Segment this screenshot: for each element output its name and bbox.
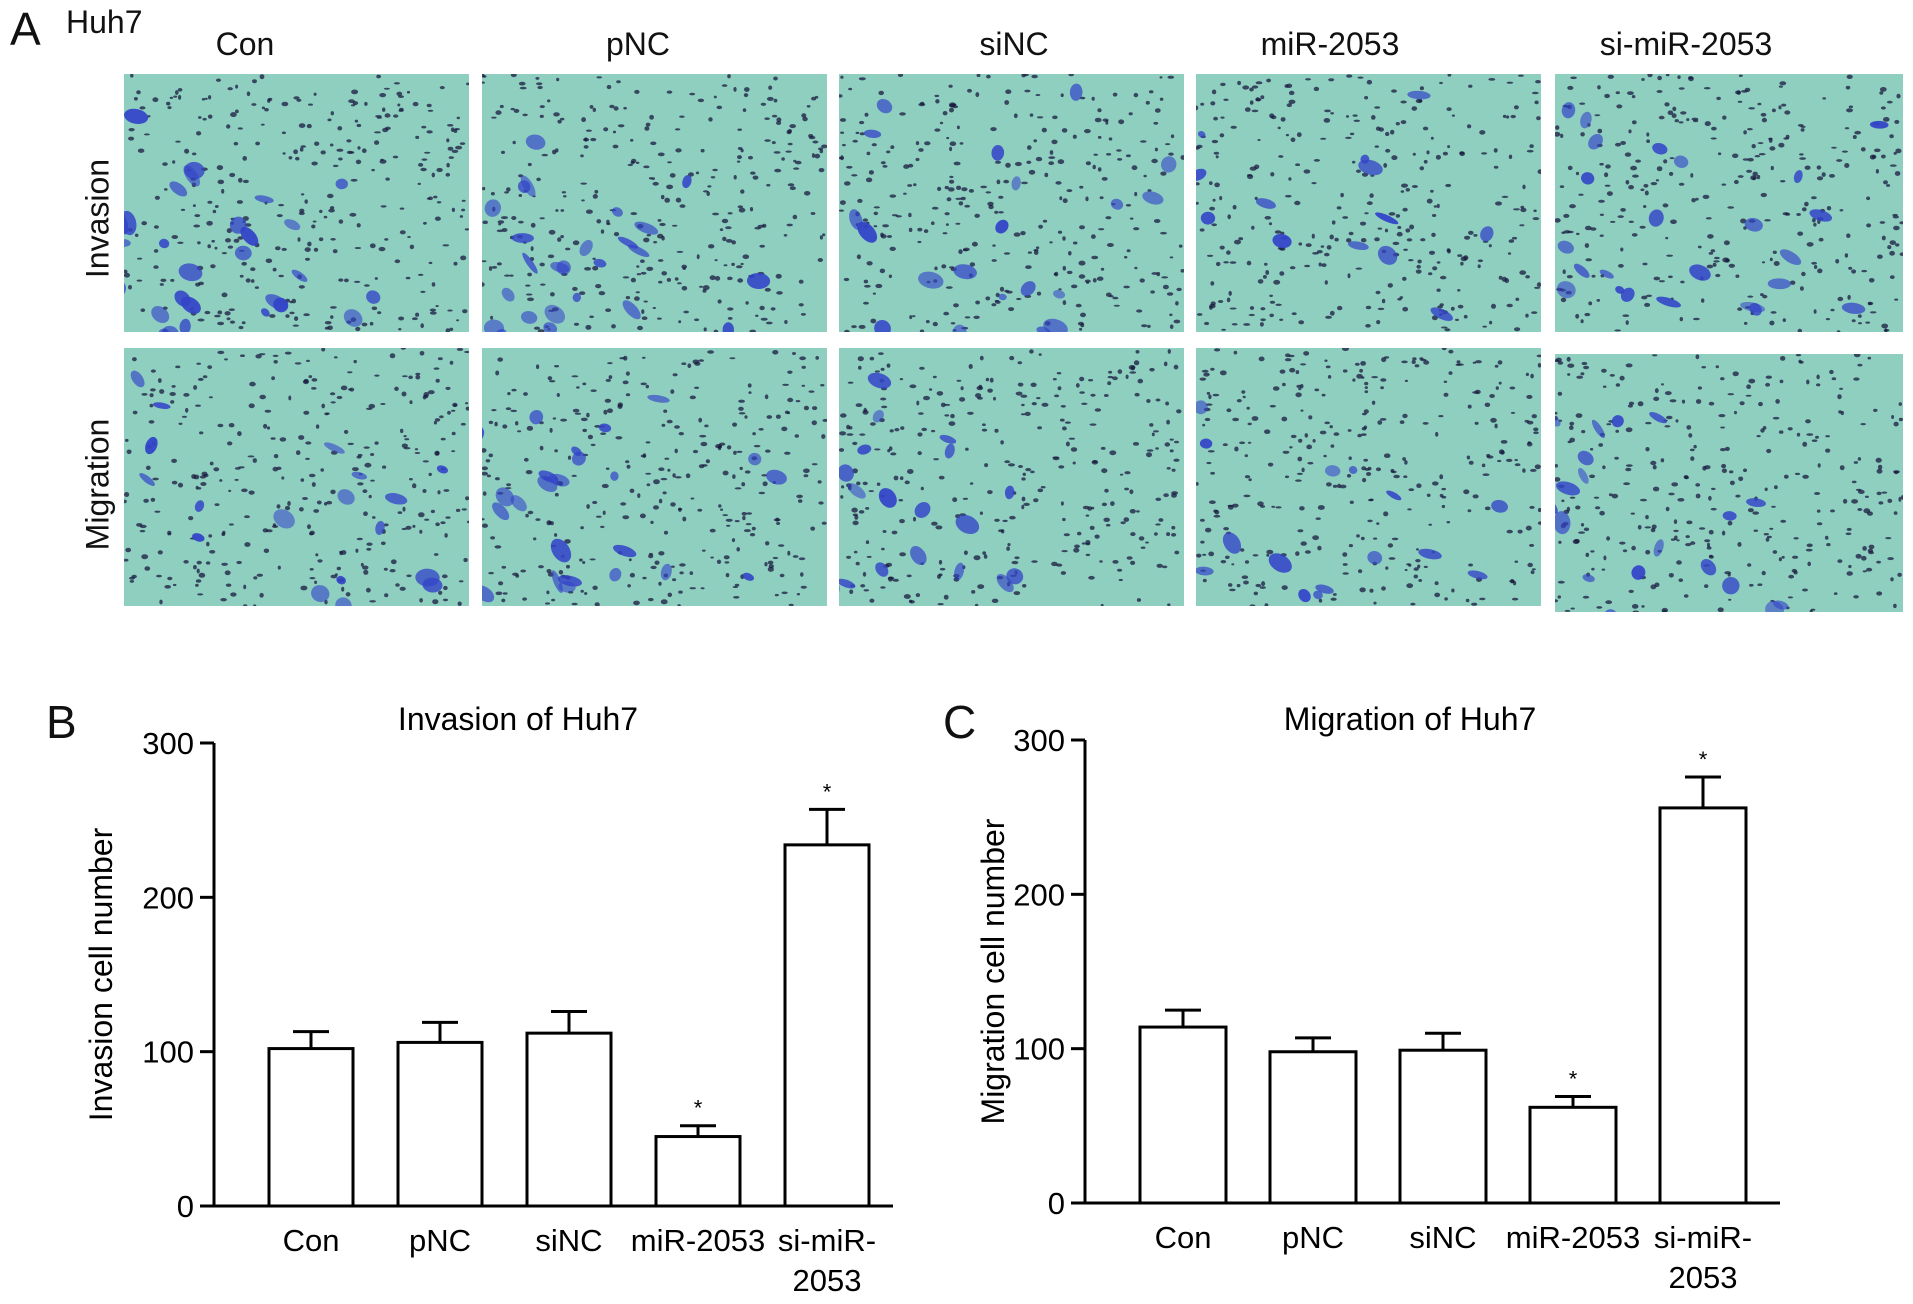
invasion-bar	[396, 1040, 484, 1208]
migration-bar-chart: Migration of Huh7 Migration cell number 0 1…	[975, 701, 1780, 1295]
migration-category-label: miR-2053	[1506, 1220, 1640, 1255]
invasion-significance-mark: *	[823, 779, 832, 804]
micrograph-invasion-con	[124, 74, 469, 332]
panel-b-letter: B	[46, 696, 77, 748]
invasion-y-tick-label: 100	[142, 1035, 194, 1070]
migration-significance-mark: *	[1569, 1067, 1578, 1092]
invasion-category-label: miR-2053	[631, 1223, 765, 1258]
migration-category-label: si-miR-2053	[1654, 1220, 1752, 1295]
micrograph-invasion-pnc	[482, 74, 827, 332]
invasion-bar-chart: Invasion of Huh7 Invasion cell number 0 100…	[83, 701, 893, 1298]
micrograph-migration-mir-2053	[1196, 348, 1541, 606]
invasion-bar	[525, 1031, 613, 1208]
micrograph-migration-sinc	[839, 348, 1184, 606]
migration-category-label: pNC	[1282, 1220, 1344, 1255]
migration-bar	[1528, 1105, 1618, 1205]
migration-bar	[1398, 1048, 1488, 1205]
migration-category-label: Con	[1155, 1220, 1212, 1255]
migration-chart-title: Migration of Huh7	[1284, 701, 1537, 737]
micrograph-migration-pnc	[482, 348, 827, 606]
invasion-significance-mark: *	[694, 1096, 703, 1121]
micrograph-invasion-sinc	[839, 74, 1184, 332]
cell-line-label: Huh7	[66, 4, 143, 40]
micrograph-invasion-si-mir-2053	[1555, 74, 1903, 332]
migration-category-label: siNC	[1409, 1220, 1476, 1255]
invasion-category-label: Con	[283, 1223, 340, 1258]
invasion-y-tick-label: 300	[142, 726, 194, 761]
invasion-bar	[654, 1135, 742, 1208]
migration-bar	[1658, 806, 1748, 1205]
invasion-category-label: pNC	[409, 1223, 471, 1258]
column-label-sinc: siNC	[979, 26, 1049, 62]
invasion-y-tick-label: 200	[142, 880, 194, 915]
invasion-category-label: siNC	[535, 1223, 602, 1258]
column-label-mir-2053: miR-2053	[1260, 26, 1400, 62]
invasion-category-label: si-miR-2053	[778, 1223, 876, 1298]
invasion-y-tick-label: 0	[177, 1189, 194, 1224]
column-label-con: Con	[215, 26, 275, 62]
row-label-invasion: Invasion	[79, 158, 116, 279]
migration-y-tick-label: 100	[1013, 1032, 1065, 1067]
migration-significance-mark: *	[1699, 747, 1708, 772]
migration-y-axis-label: Migration cell number	[975, 818, 1011, 1124]
invasion-chart-title: Invasion of Huh7	[398, 701, 638, 737]
invasion-bar	[783, 843, 871, 1208]
micrograph-migration-con	[124, 348, 469, 606]
column-label-si-mir-2053: si-miR-2053	[1599, 26, 1773, 62]
invasion-bar	[267, 1047, 355, 1208]
panel-a-letter: A	[10, 3, 41, 55]
panel-c-letter: C	[943, 696, 977, 748]
migration-y-tick-label: 200	[1013, 877, 1065, 912]
migration-y-tick-label: 300	[1013, 723, 1065, 758]
micrograph-migration-si-mir-2053	[1555, 354, 1903, 612]
invasion-y-axis-label: Invasion cell number	[83, 827, 119, 1121]
row-label-migration: Migration	[79, 418, 116, 551]
column-label-pnc: pNC	[605, 26, 670, 62]
migration-bar	[1268, 1050, 1358, 1205]
micrograph-invasion-mir-2053	[1196, 74, 1541, 332]
migration-bar	[1138, 1025, 1228, 1205]
migration-y-tick-label: 0	[1048, 1186, 1065, 1221]
